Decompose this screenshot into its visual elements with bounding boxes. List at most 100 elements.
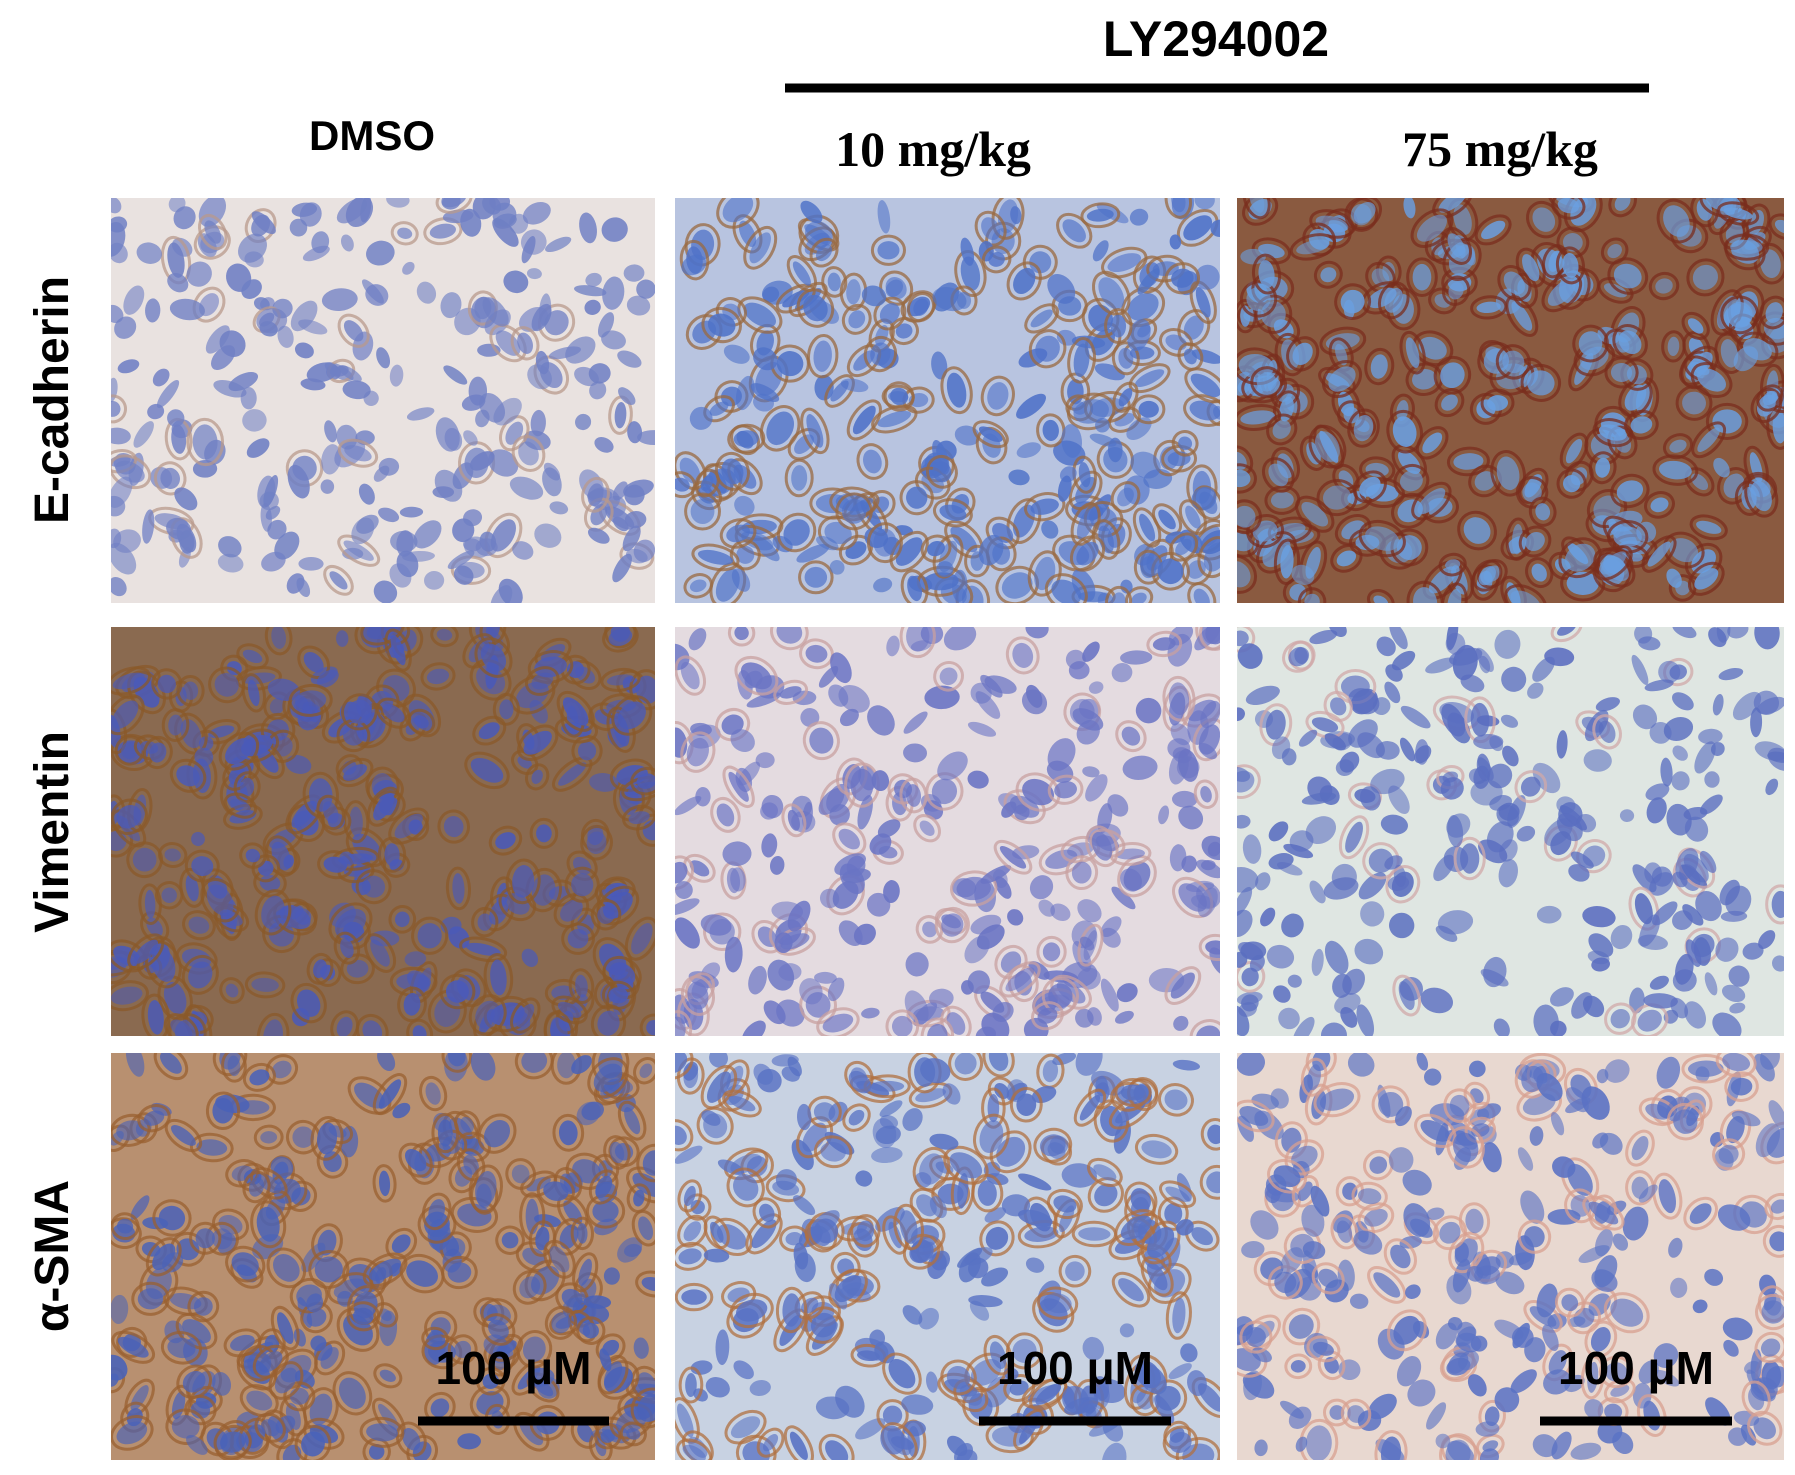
nucleus bbox=[915, 1088, 946, 1103]
nucleus bbox=[877, 819, 901, 838]
stain bbox=[182, 910, 216, 941]
nucleus bbox=[225, 738, 253, 765]
stain bbox=[630, 1387, 655, 1429]
nucleus bbox=[1254, 1439, 1268, 1457]
stain bbox=[1411, 481, 1452, 521]
nucleus bbox=[1079, 1094, 1101, 1121]
nucleus bbox=[277, 325, 294, 348]
nucleus bbox=[827, 272, 841, 292]
nucleus bbox=[1631, 654, 1649, 685]
stain bbox=[236, 643, 269, 670]
stain bbox=[675, 1053, 694, 1080]
nucleus bbox=[1157, 558, 1184, 585]
nucleus bbox=[1345, 821, 1363, 853]
nucleus bbox=[1273, 985, 1291, 1003]
nucleus bbox=[939, 504, 967, 521]
nucleus bbox=[891, 1436, 914, 1450]
nucleus bbox=[114, 316, 137, 339]
nucleus bbox=[343, 540, 374, 561]
stain bbox=[456, 1148, 486, 1182]
stain bbox=[1340, 1398, 1372, 1430]
nucleus bbox=[985, 1226, 1009, 1250]
nucleus bbox=[1660, 757, 1673, 787]
stain bbox=[153, 461, 187, 496]
scale-bar-label: 100 μM bbox=[436, 1342, 592, 1394]
nucleus bbox=[1237, 886, 1253, 917]
nucleus bbox=[1669, 439, 1687, 453]
nucleus bbox=[675, 861, 688, 884]
nucleus bbox=[1618, 330, 1642, 355]
nucleus bbox=[249, 1069, 270, 1086]
nucleus bbox=[1517, 1147, 1534, 1171]
nucleus bbox=[402, 550, 435, 562]
nucleus bbox=[1726, 301, 1753, 328]
nucleus bbox=[1771, 890, 1784, 918]
nucleus bbox=[959, 1384, 982, 1406]
nucleus bbox=[499, 699, 514, 720]
stain bbox=[336, 757, 374, 788]
stain bbox=[1648, 271, 1680, 301]
nucleus bbox=[475, 538, 498, 557]
nucleus bbox=[1498, 859, 1518, 888]
stain bbox=[347, 1076, 392, 1115]
nucleus bbox=[557, 1053, 576, 1079]
stain bbox=[1157, 1196, 1189, 1231]
nucleus bbox=[426, 668, 450, 685]
nucleus bbox=[1171, 198, 1186, 213]
nucleus bbox=[230, 1334, 255, 1351]
stain bbox=[153, 1053, 189, 1081]
nucleus bbox=[1638, 1360, 1659, 1384]
nucleus bbox=[1393, 1315, 1421, 1345]
nucleus bbox=[869, 833, 892, 855]
nucleus bbox=[932, 287, 967, 312]
stain bbox=[505, 1158, 537, 1190]
nucleus bbox=[1200, 786, 1212, 803]
nucleus bbox=[954, 1053, 977, 1075]
nucleus bbox=[1508, 1252, 1533, 1266]
stain bbox=[290, 982, 327, 1024]
nucleus bbox=[1311, 948, 1324, 977]
nucleus bbox=[1682, 391, 1706, 415]
stain bbox=[1392, 974, 1422, 1017]
stain bbox=[675, 855, 695, 891]
stain bbox=[870, 234, 906, 266]
stain bbox=[1132, 394, 1166, 425]
stain bbox=[270, 1305, 300, 1351]
nucleus bbox=[1292, 1016, 1315, 1036]
nucleus bbox=[1309, 629, 1338, 645]
nucleus bbox=[225, 983, 239, 998]
nucleus bbox=[1675, 953, 1694, 985]
stain bbox=[816, 1007, 860, 1036]
stain bbox=[1105, 585, 1133, 603]
nucleus bbox=[871, 770, 890, 792]
stain bbox=[1237, 347, 1281, 386]
nucleus bbox=[454, 1340, 472, 1358]
nucleus bbox=[1502, 745, 1519, 767]
nucleus bbox=[703, 1248, 730, 1263]
nucleus bbox=[1107, 253, 1142, 273]
stain bbox=[169, 758, 207, 793]
nucleus bbox=[761, 794, 784, 819]
nucleus bbox=[805, 644, 828, 663]
stain bbox=[1385, 865, 1421, 904]
stain bbox=[1022, 244, 1058, 280]
nucleus bbox=[1245, 1327, 1266, 1348]
nucleus bbox=[180, 719, 202, 749]
nucleus bbox=[646, 1020, 655, 1036]
stain bbox=[1065, 855, 1099, 891]
stain bbox=[1183, 394, 1220, 427]
nucleus bbox=[603, 1267, 620, 1285]
nucleus bbox=[343, 725, 364, 746]
nucleus bbox=[1568, 864, 1590, 882]
stain bbox=[1330, 1214, 1359, 1250]
stain bbox=[1442, 237, 1482, 281]
nucleus bbox=[1368, 1393, 1397, 1420]
nucleus bbox=[1237, 866, 1259, 893]
nucleus bbox=[794, 434, 814, 454]
nucleus bbox=[1001, 572, 1033, 599]
nucleus bbox=[1270, 491, 1294, 509]
stain bbox=[1723, 233, 1770, 261]
stain bbox=[439, 973, 476, 1010]
stain bbox=[781, 803, 807, 838]
nucleus bbox=[447, 1262, 472, 1283]
